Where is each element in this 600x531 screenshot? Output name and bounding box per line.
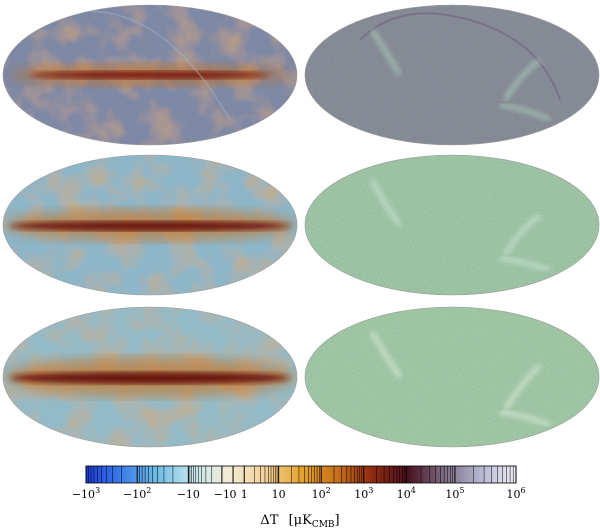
- sky-map-row2-left: [3, 155, 297, 295]
- colorbar-axis-label: ΔT [μKCMB]: [260, 513, 339, 530]
- sky-map-row3-left: [3, 307, 297, 447]
- sky-map-row3-right: [305, 307, 599, 447]
- sky-map-grid: [2, 4, 600, 448]
- colorbar-minor-ticks: [85, 466, 517, 483]
- colorbar-tick-label: −102: [123, 486, 151, 501]
- colorbar-tick-label: −103: [72, 486, 100, 501]
- colorbar-tick-label: 106: [506, 486, 525, 501]
- sky-map-row1-left: [3, 5, 297, 145]
- colorbar-label-sub: CMB: [312, 520, 335, 530]
- colorbar: −103 −102 −10 −1 0 1 10 102 103 104 105 106 ΔT [μKC…: [72, 465, 526, 530]
- colorbar-tick-label: 105: [445, 486, 464, 501]
- sky-map-row2-right: [305, 155, 599, 295]
- sky-map-row1-right: [305, 5, 599, 145]
- colorbar-tick-labels: −103 −102 −10 −1 0 1 10 102 103 104 105 106: [72, 486, 526, 501]
- colorbar-tick-label: −1: [214, 488, 230, 501]
- colorbar-tick-label: 1: [241, 488, 248, 501]
- colorbar-tick-label: −10: [177, 488, 200, 501]
- colorbar-tick-label: 0: [230, 488, 237, 501]
- colorbar-label-unit: μK: [294, 513, 312, 528]
- colorbar-tick-label: 103: [354, 486, 373, 501]
- colorbar-label-prefix: ΔT: [260, 513, 278, 528]
- colorbar-tick-label: 104: [397, 486, 416, 501]
- colorbar-gradient: [85, 465, 517, 484]
- colorbar-tick-label: 102: [312, 486, 331, 501]
- colorbar-tick-label: 10: [272, 488, 286, 501]
